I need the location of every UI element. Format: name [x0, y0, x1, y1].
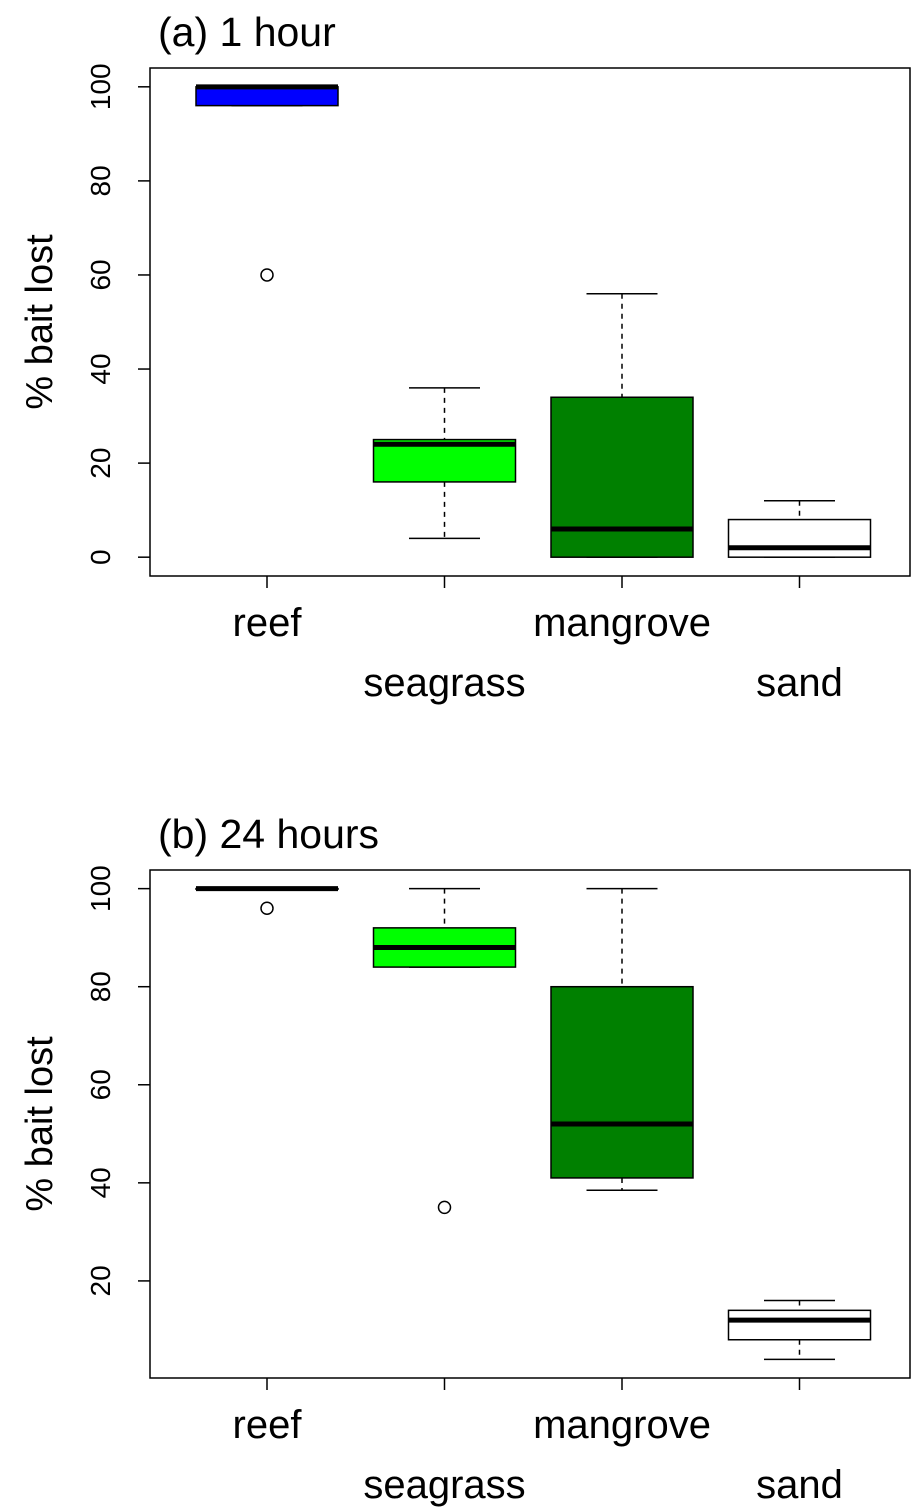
- y-tick-label: 60: [85, 259, 116, 290]
- x-tick-label: sand: [756, 1463, 843, 1507]
- x-tick-label: seagrass: [363, 661, 525, 705]
- y-tick-label: 100: [85, 865, 116, 912]
- y-tick-label: 40: [85, 353, 116, 384]
- box: [195, 86, 339, 107]
- y-tick-label: 20: [85, 448, 116, 479]
- outlier: [437, 1200, 452, 1215]
- y-tick-label: 40: [85, 1167, 116, 1198]
- plot-frame: [149, 67, 911, 577]
- outlier: [260, 268, 274, 282]
- x-tick-label: mangrove: [533, 601, 711, 645]
- y-tick-label: 80: [85, 165, 116, 196]
- chart-title: (b) 24 hours: [158, 811, 379, 857]
- box: [727, 518, 872, 558]
- outlier: [260, 901, 274, 915]
- y-tick-label: 0: [85, 549, 116, 565]
- y-tick-label: 60: [85, 1069, 116, 1100]
- x-tick-label: reef: [233, 601, 303, 645]
- chart-title: (a) 1 hour: [158, 9, 336, 55]
- x-tick-label: sand: [756, 661, 843, 705]
- y-axis-label: % bait lost: [19, 234, 61, 410]
- box: [550, 396, 694, 558]
- plot-frame: [149, 869, 911, 1379]
- x-tick-label: seagrass: [363, 1463, 525, 1507]
- x-tick-label: reef: [233, 1403, 303, 1447]
- y-tick-label: 80: [85, 971, 116, 1002]
- y-axis-label: % bait lost: [19, 1036, 61, 1212]
- x-tick-label: mangrove: [533, 1403, 711, 1447]
- box: [727, 1309, 872, 1341]
- y-tick-label: 20: [85, 1265, 116, 1296]
- box: [550, 985, 694, 1179]
- y-tick-label: 100: [85, 63, 116, 110]
